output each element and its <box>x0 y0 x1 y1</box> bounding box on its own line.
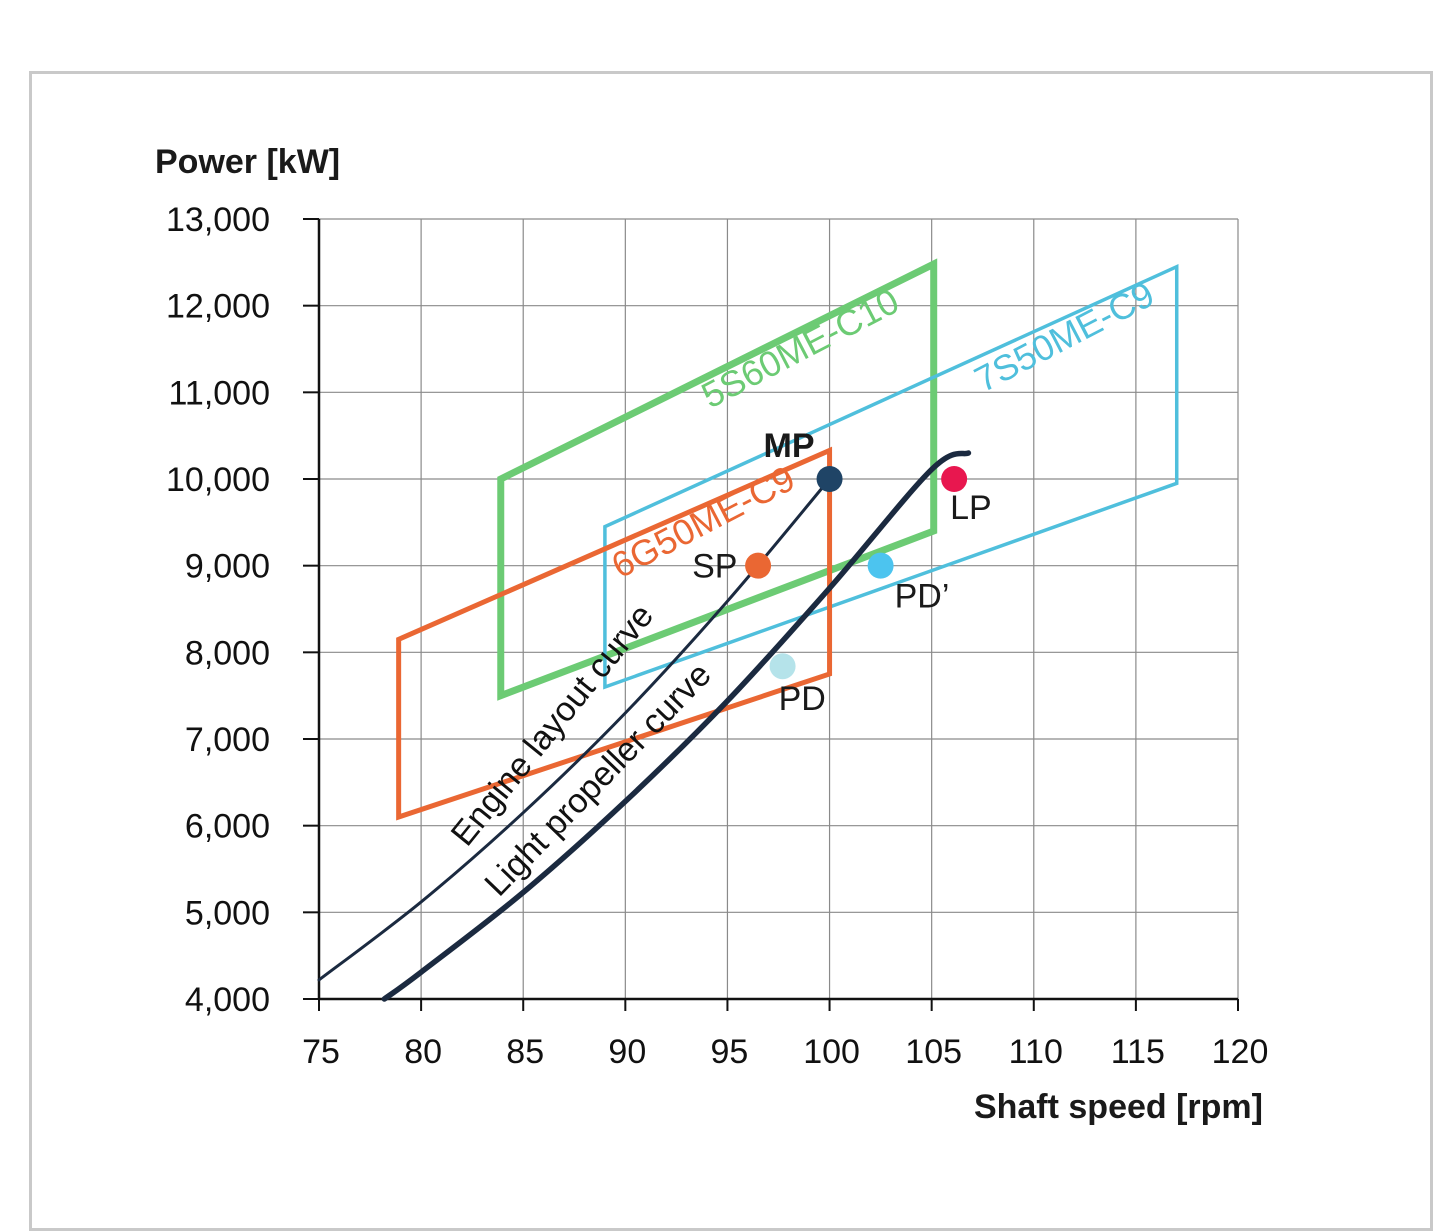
operating-point-label: PD’ <box>895 578 950 616</box>
y-axis-title: Power [kW] <box>155 143 340 181</box>
operating-point-label: LP <box>950 489 992 527</box>
x-tick-label: 80 <box>404 1033 442 1071</box>
x-tick-label: 90 <box>608 1033 646 1071</box>
x-tick-label: 95 <box>711 1033 749 1071</box>
operating-point <box>816 466 843 492</box>
series-line <box>381 450 972 1002</box>
x-tick-label: 110 <box>1009 1033 1063 1071</box>
y-tick-label: 8,000 <box>185 634 270 672</box>
axes <box>303 218 1239 1011</box>
operating-point-label: SP <box>692 548 737 586</box>
x-tick-label: 100 <box>803 1033 860 1071</box>
points: MP SP LP PD’ PD <box>692 427 992 718</box>
y-tick-label: 7,000 <box>185 721 270 759</box>
operating-point-label: MP <box>764 427 815 465</box>
operating-point-label: PD <box>779 680 826 718</box>
y-tick-label: 10,000 <box>166 461 270 499</box>
y-tick-label: 12,000 <box>166 288 270 326</box>
chart-canvas: 75 80 85 90 95 100 105 110 115 120 4,000 5,000 6,000… <box>155 143 1268 1126</box>
y-tick-label: 4,000 <box>185 981 270 1019</box>
y-tick-label: 5,000 <box>185 894 270 932</box>
layout-region-outline <box>396 446 833 821</box>
y-tick-label: 11,000 <box>169 374 270 412</box>
chart-frame <box>29 71 1433 1231</box>
tick-labels: 75 80 85 90 95 100 105 110 115 120 4,000 5,000 6,000… <box>166 201 1268 1071</box>
layout-region-outline <box>603 263 1179 690</box>
y-tick-label: 6,000 <box>185 808 270 846</box>
x-tick-label: 85 <box>506 1033 544 1071</box>
operating-point <box>769 653 796 680</box>
operating-point <box>941 466 968 492</box>
x-tick-label: 105 <box>905 1033 962 1071</box>
layout-region-label: 5S60ME-C10 <box>695 280 906 416</box>
y-tick-label: 9,000 <box>185 548 270 586</box>
x-tick-label: 120 <box>1212 1033 1269 1071</box>
series-line <box>317 477 832 982</box>
y-tick-label: 13,000 <box>166 201 270 239</box>
layout-region-label: 7S50ME-C9 <box>968 273 1161 400</box>
x-axis-title: Shaft speed [rpm] <box>974 1088 1263 1126</box>
operating-point <box>867 552 894 579</box>
layout-region-outline <box>497 258 938 701</box>
x-tick-label: 75 <box>302 1033 340 1071</box>
operating-point <box>745 552 772 579</box>
x-tick-label: 115 <box>1111 1033 1165 1071</box>
